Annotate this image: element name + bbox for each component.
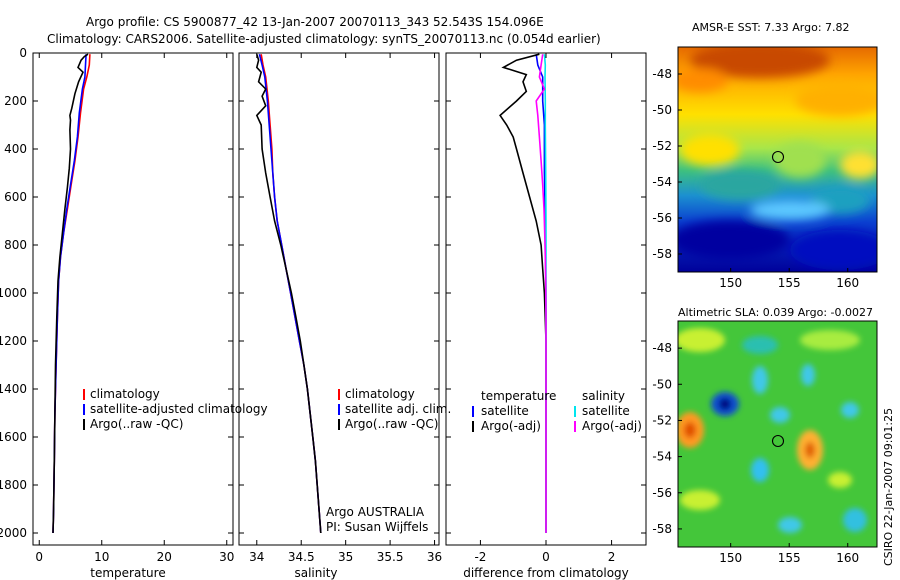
legend-label: satellite-adjusted climatology	[90, 402, 268, 416]
sla-axes: 150 155 160 -48 -50 -52 -54 -56 -58	[652, 341, 859, 565]
x-tick-label: 34.5	[288, 550, 315, 564]
title-line1: Argo profile: CS 5900877_42 13-Jan-2007 …	[86, 15, 544, 29]
x-tick-label: 36	[427, 550, 442, 564]
x-tick-label: 30	[219, 550, 234, 564]
x-tick-label: -2	[474, 550, 486, 564]
y-tick-label: 400	[4, 142, 27, 156]
y-tick-label: 1800	[0, 478, 27, 492]
series-argo-raw-qc-	[52, 53, 89, 534]
y-tick-label: 0	[19, 46, 27, 60]
legend-label: Argo(-adj)	[481, 419, 541, 433]
annotation-text: Argo AUSTRALIA	[326, 505, 425, 519]
legend-label: climatology	[90, 387, 160, 401]
legend-label: satellite	[481, 404, 529, 418]
map-y-tick-label: -54	[652, 175, 672, 189]
x-axis-label: salinity	[294, 566, 337, 580]
x-tick-label: 20	[157, 550, 172, 564]
plot-frame	[238, 52, 440, 546]
y-tick-label: 600	[4, 190, 27, 204]
sla-title: Altimetric SLA: 0.039 Argo: -0.0027	[678, 306, 873, 319]
x-tick-label: 2	[608, 550, 616, 564]
panel-temperature: 0 10 20 30 0 200 400 600 800 1000 1200 1400 1600 1800…	[0, 46, 268, 580]
legend-label: Argo(-adj)	[582, 419, 642, 433]
legend-label: Argo(..raw -QC)	[90, 417, 183, 431]
x-tick-label: 0	[542, 550, 550, 564]
map-y-tick-label: -56	[652, 486, 672, 500]
map-x-tick-label: 150	[719, 276, 742, 290]
x-tick-label: 35	[338, 550, 353, 564]
series-salinity-argo-adj-	[535, 54, 547, 533]
sla-float-marker	[771, 434, 785, 448]
map-x-tick-label: 160	[836, 276, 859, 290]
sst-float-marker	[771, 150, 785, 164]
map-y-tick-label: -52	[652, 139, 672, 153]
sst-field	[678, 47, 877, 272]
series-argo-raw-qc-	[255, 53, 322, 534]
series-temperature-argo-adj-	[499, 53, 547, 533]
x-axis-label: temperature	[90, 566, 165, 580]
map-x-tick-label: 160	[836, 551, 859, 565]
y-tick-label: 2000	[0, 526, 27, 540]
legend-label: salinity	[582, 389, 625, 403]
map-y-tick-label: -54	[652, 450, 672, 464]
sst-map: AMSR-E SST: 7.33 Argo: 7.82 150 155 160 -48…	[652, 21, 878, 290]
map-y-tick-label: -56	[652, 211, 672, 225]
map-y-tick-label: -50	[652, 103, 672, 117]
plot-frame	[32, 52, 234, 546]
x-tick-label: 34	[249, 550, 264, 564]
series-satellite-adj-clim-	[258, 54, 322, 534]
y-tick-label: 1600	[0, 430, 27, 444]
legend-label: climatology	[345, 387, 415, 401]
profile-panels: 0 10 20 30020040060080010001200140016001800…	[0, 46, 647, 580]
y-tick-label: 800	[4, 238, 27, 252]
y-tick-label: 200	[4, 94, 27, 108]
sla-map: Altimetric SLA: 0.039 Argo: -0.0027	[652, 306, 878, 565]
sst-title: AMSR-E SST: 7.33 Argo: 7.82	[692, 21, 850, 34]
map-y-tick-label: -48	[652, 67, 672, 81]
legend-label: satellite	[582, 404, 630, 418]
x-tick-label: 0	[35, 550, 43, 564]
map-y-tick-label: -48	[652, 341, 672, 355]
credit-label: CSIRO 22-Jan-2007 09:01:25	[882, 408, 895, 566]
legend-label: satellite adj. clim.	[345, 402, 451, 416]
map-y-tick-label: -58	[652, 247, 672, 261]
y-tick-label: 1000	[0, 286, 27, 300]
sst-axes: 150 155 160 -48 -50 -52 -54 -56 -58	[652, 67, 859, 290]
x-axis-label: difference from climatology	[463, 566, 629, 580]
map-x-tick-label: 155	[778, 276, 801, 290]
map-y-tick-label: -52	[652, 413, 672, 427]
legend-label: temperature	[481, 389, 556, 403]
map-x-tick-label: 150	[719, 551, 742, 565]
legend-label: Argo(..raw -QC)	[345, 417, 438, 431]
panel-salinity: 34 34.5 35 35.5 36 salinity climatologysatelli…	[238, 52, 451, 580]
sla-field	[678, 321, 877, 547]
map-x-tick-label: 155	[778, 551, 801, 565]
x-tick-label: 35.5	[377, 550, 404, 564]
x-tick-label: 10	[94, 550, 109, 564]
title-line2: Climatology: CARS2006. Satellite-adjuste…	[47, 32, 601, 46]
panel-difference: -2 0 2 difference from climatology temperatu…	[445, 52, 647, 580]
annotation-text: PI: Susan Wijffels	[326, 520, 428, 534]
y-tick-label: 1200	[0, 334, 27, 348]
y-tick-label: 1400	[0, 382, 27, 396]
map-y-tick-label: -50	[652, 377, 672, 391]
map-y-tick-label: -58	[652, 522, 672, 536]
